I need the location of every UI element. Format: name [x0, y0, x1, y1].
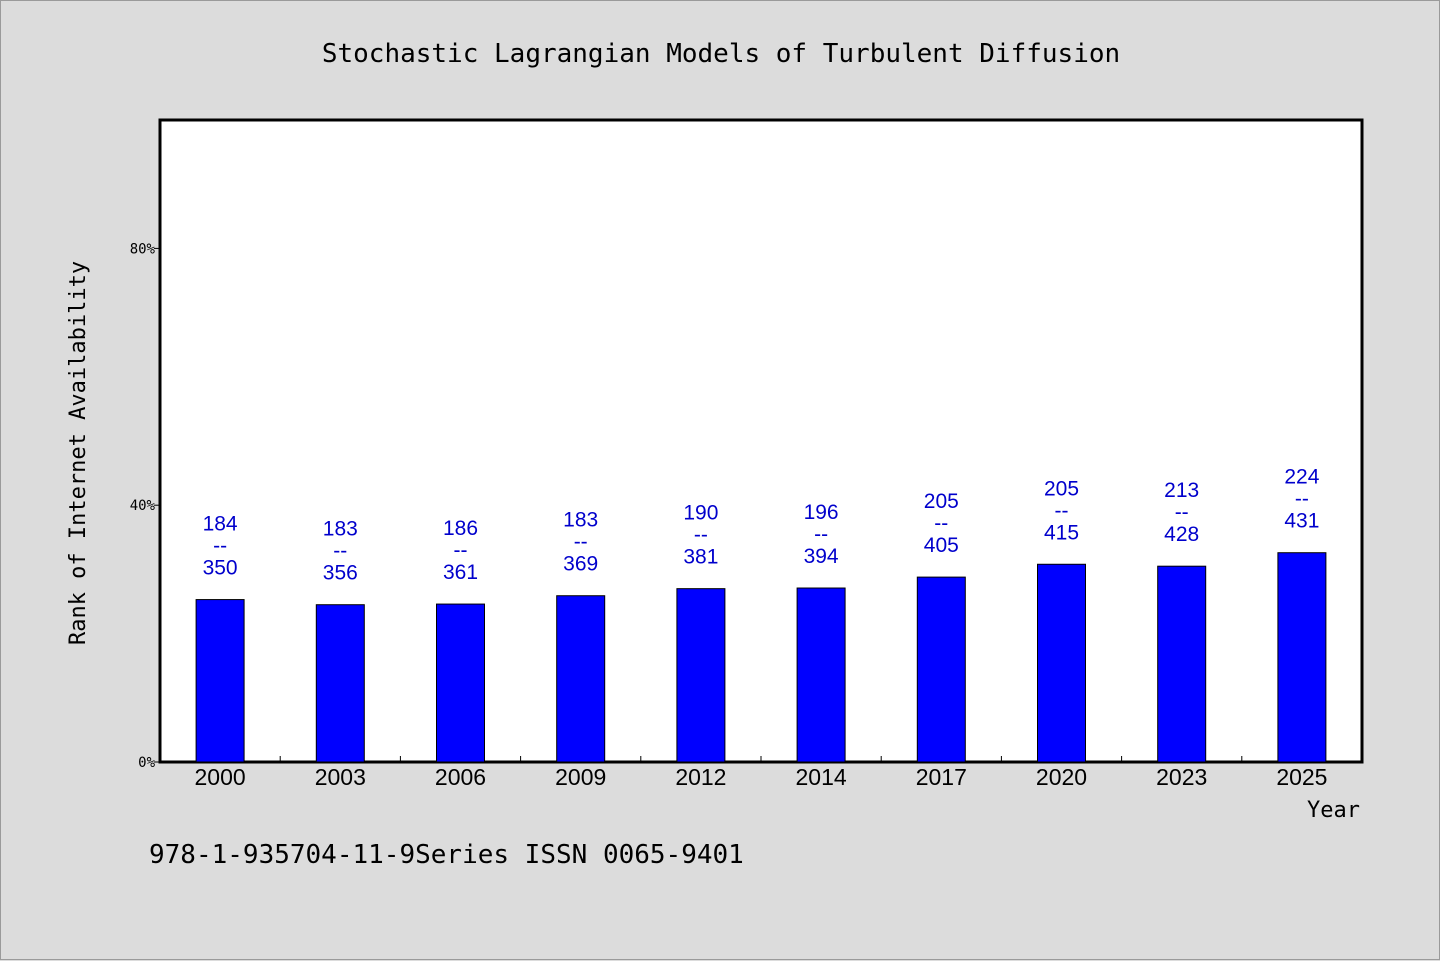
- data-label: 183: [563, 509, 598, 532]
- data-label: 394: [804, 545, 839, 568]
- data-label: --: [1295, 488, 1309, 511]
- x-tick-label: 2014: [796, 764, 847, 790]
- x-tick-label: 2009: [555, 764, 606, 790]
- data-label: 213: [1164, 479, 1199, 502]
- data-label: 190: [683, 502, 718, 525]
- bar: [916, 576, 966, 763]
- data-label: 415: [1044, 521, 1079, 544]
- chart-title: Stochastic Lagrangian Models of Turbulen…: [322, 39, 1120, 69]
- data-label: 405: [924, 534, 959, 557]
- x-axis-ticks: 2000 2003 2006 2009 2012 2014 2017 2020 2023 2025: [195, 756, 1327, 790]
- data-label: 205: [924, 490, 959, 513]
- x-tick-label: 2003: [315, 764, 366, 790]
- bar: [676, 588, 726, 763]
- footer-isbn-text: 978-1-935704-11-9Series ISSN 0065-9401: [149, 840, 744, 870]
- y-tick-label: 0%: [138, 755, 155, 771]
- data-label: 224: [1284, 466, 1319, 489]
- data-label: 381: [683, 546, 718, 569]
- data-label: 183: [323, 518, 358, 541]
- data-labels-group: 184--350183--356186--361183--369190--381…: [203, 466, 1320, 585]
- bar: [796, 587, 846, 763]
- bar: [1037, 563, 1086, 763]
- y-axis-label: Rank of Internet Availability: [66, 261, 91, 645]
- bar: [315, 604, 365, 763]
- data-label: 186: [443, 517, 478, 540]
- data-label: --: [814, 523, 828, 546]
- y-axis-ticks: 0% 40% 80%: [130, 241, 160, 771]
- data-label: --: [1055, 499, 1069, 522]
- x-tick-label: 2006: [435, 764, 486, 790]
- bar: [1157, 565, 1207, 763]
- bar: [1277, 552, 1327, 763]
- data-label: 369: [563, 553, 598, 576]
- x-tick-label: 2000: [195, 764, 246, 790]
- x-tick-label: 2012: [675, 764, 726, 790]
- bar: [436, 603, 485, 763]
- data-label: --: [333, 540, 347, 563]
- y-tick-label: 40%: [130, 498, 156, 514]
- data-label: 356: [323, 562, 358, 585]
- y-tick-label: 80%: [130, 241, 156, 257]
- data-label: 184: [203, 513, 238, 536]
- data-label: 431: [1284, 510, 1319, 533]
- data-label: --: [1175, 501, 1189, 524]
- x-tick-label: 2017: [916, 764, 967, 790]
- data-label: 205: [1044, 477, 1079, 500]
- x-tick-label: 2020: [1036, 764, 1087, 790]
- data-label: --: [694, 524, 708, 547]
- data-label: 350: [203, 557, 238, 580]
- bar: [195, 599, 245, 763]
- bar: [556, 595, 606, 763]
- x-tick-label: 2023: [1156, 764, 1207, 790]
- data-label: 361: [443, 561, 478, 584]
- data-label: --: [454, 539, 468, 562]
- x-axis-label: Year: [1307, 798, 1360, 823]
- bars-group: [195, 552, 1327, 763]
- data-label: 428: [1164, 523, 1199, 546]
- data-label: 196: [804, 501, 839, 524]
- data-label: --: [574, 531, 588, 554]
- data-label: --: [213, 535, 227, 558]
- data-label: --: [934, 512, 948, 535]
- x-tick-label: 2025: [1276, 764, 1327, 790]
